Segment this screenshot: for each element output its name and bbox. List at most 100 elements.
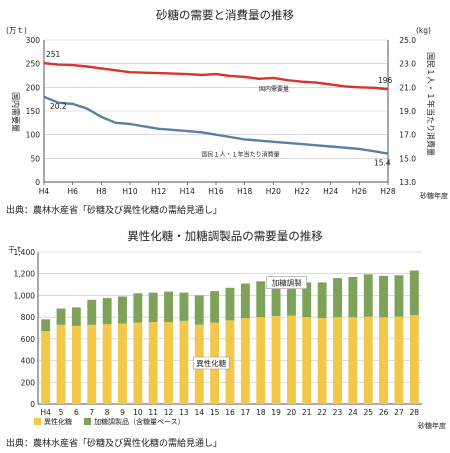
chart1-series-label-demand: 国内需要量 — [259, 85, 289, 93]
chart2-bar-hfcs — [225, 320, 235, 404]
chart2-bar-prepared — [287, 278, 296, 316]
chart2-x-tick-label: 17 — [241, 408, 251, 417]
chart2-bar-prepared — [102, 298, 112, 325]
chart2-bar-hfcs — [317, 318, 327, 404]
chart2-bar-hfcs — [287, 315, 296, 404]
chart1-right-axis-label: 国民１人・１年当たり消費量 — [426, 52, 436, 156]
chart1-x-tick-label: H10 — [122, 187, 137, 196]
chart1-data-label-demand-start: 251 — [46, 50, 61, 59]
chart2-x-tick-label: 14 — [195, 408, 205, 417]
chart2-bar-prepared — [225, 287, 235, 321]
chart2-x-tick-label: 22 — [317, 408, 327, 417]
chart2-x-tick-label: 7 — [89, 408, 94, 417]
chart1-data-label-percapita-end: 15.4 — [374, 159, 391, 168]
chart2-x-tick-label: 18 — [256, 408, 266, 417]
chart1-left-tick-label: 100 — [26, 131, 41, 140]
chart1-left-tick-label: 0 — [35, 178, 40, 187]
chart1-series-label-per-capita: 国民１人・１年当たり消費量 — [202, 150, 280, 158]
chart2-bar-hfcs — [302, 317, 312, 404]
chart1-left-unit: (万ｔ) — [6, 26, 27, 35]
chart2-unit: 千ｔ — [8, 244, 23, 254]
chart2-bar-prepared — [56, 308, 66, 325]
chart2-bar-prepared — [148, 292, 158, 322]
chart2-y-tick-label: 400 — [21, 357, 36, 366]
chart1-x-tick-label: H22 — [294, 187, 309, 196]
chart2-bar-prepared — [302, 282, 312, 318]
chart1-right-tick-label: 25.0 — [399, 36, 416, 45]
chart1-source: 出典：農林水産省「砂糖及び異性化糖の需給見通し」 — [6, 206, 223, 216]
chart2-x-tick-label: 6 — [74, 408, 79, 417]
chart2-x-tick-label: 13 — [179, 408, 189, 417]
chart2-x-tick-label: H4 — [40, 408, 51, 417]
chart1-left-tick-label: 150 — [26, 107, 41, 116]
chart1-lines — [43, 62, 389, 155]
chart2-bar-prepared — [194, 295, 204, 325]
chart2-y-tick-label: 0 — [30, 400, 35, 409]
chart2-bar-hfcs — [256, 317, 266, 404]
chart1-left-tick-label: 50 — [30, 154, 40, 163]
chart2-title: 異性化糖・加糖調製品の需要量の推移 — [127, 229, 323, 243]
chart1-x-tick-label: H18 — [237, 187, 252, 196]
chart1-x-tick-label: H20 — [266, 187, 281, 196]
chart1-right-tick-label: 23.0 — [399, 60, 416, 69]
chart2-bar-hfcs — [118, 323, 127, 404]
chart1-x-axis-label: 砂糖年度 — [420, 191, 448, 200]
chart1-x-tick-label: H26 — [352, 187, 367, 196]
chart1-x-tick-label: H12 — [151, 187, 166, 196]
chart2-legend-label-hfcs: 異性化糖 — [44, 417, 72, 426]
chart2-x-tick-label: 15 — [210, 408, 220, 417]
chart2-bar-prepared — [394, 275, 404, 317]
chart2-x-tick-label: 21 — [302, 408, 312, 417]
chart2-x-tick-label: 16 — [225, 408, 235, 417]
chart2-y-tick-label: 1,400 — [14, 248, 36, 257]
chart2-inplot-label-box — [266, 276, 307, 289]
chart2-x-tick-label: 10 — [133, 408, 143, 417]
chart2-x-tick-label: 5 — [59, 408, 64, 417]
chart1-series-demand-line — [43, 62, 389, 91]
chart2-legend-label-prepared: 加糖調製品（含糖量ベース） — [94, 417, 185, 426]
chart2-bar-prepared — [118, 296, 127, 324]
chart1-title: 砂糖の需要と消費量の推移 — [156, 8, 294, 22]
chart1-left-tick-label: 300 — [26, 36, 41, 45]
chart1-data-label-percapita-start: 20.2 — [50, 102, 67, 111]
chart1-x-tick-label: H14 — [180, 187, 195, 196]
chart2-bar-hfcs — [379, 317, 388, 404]
chart2-bar-prepared — [71, 307, 81, 326]
chart2-x-tick-label: 8 — [105, 408, 110, 417]
chart1-grid — [43, 39, 389, 185]
chart2-bar-prepared — [87, 299, 97, 325]
chart2-bar-prepared — [256, 281, 266, 318]
chart1-data-label-demand-end: 196 — [378, 76, 393, 85]
chart2-inplot-label-hfcs: 異性化糖 — [196, 358, 226, 368]
chart1-x-tick-label: H6 — [67, 187, 78, 196]
chart2-source: 出典：農林水産省「砂糖及び異性化糖の需給見通し」 — [6, 439, 223, 449]
chart2-x-tick-label: 9 — [120, 408, 125, 417]
chart2-inplot-label-box — [192, 356, 230, 370]
chart1-right-tick-label: 13.0 — [399, 178, 416, 187]
chart2-bar-hfcs — [348, 317, 358, 404]
chart2-bar-hfcs — [71, 325, 81, 404]
chart2-bar-prepared — [240, 283, 250, 319]
chart2-y-tick-label: 1,200 — [14, 270, 36, 279]
chart2-bar-hfcs — [333, 317, 342, 404]
chart1-left-tick-label: 250 — [26, 60, 41, 69]
chart2-legend-swatch-prepared — [84, 418, 91, 425]
chart2-x-tick-label: 20 — [287, 408, 297, 417]
chart1-x-tick-label: H28 — [380, 187, 395, 196]
chart1-right-tick-label: 19.0 — [399, 107, 416, 116]
chart2-x-tick-label: 12 — [164, 408, 174, 417]
chart2-x-tick-label: 28 — [410, 408, 420, 417]
chart2-y-tick-label: 200 — [21, 378, 36, 387]
chart2-x-tick-label: 19 — [271, 408, 281, 417]
chart2-inplot-label-prepared: 加糖調製 — [272, 278, 302, 288]
chart2-bar-hfcs — [164, 322, 173, 404]
chart2-bar-hfcs — [363, 316, 373, 404]
chart1-right-tick-label: 21.0 — [399, 83, 416, 92]
chart2-bar-prepared — [333, 278, 342, 318]
chart2-x-tick-label: 11 — [148, 408, 158, 417]
chart2-ticks: 0 200 400 600 800 1,000 1,200 1,400 H4 5 6 7 8 9 10 11 1… — [14, 248, 420, 417]
chart2-bar-hfcs — [102, 324, 112, 404]
chart1-x-tick-label: H24 — [323, 187, 338, 196]
